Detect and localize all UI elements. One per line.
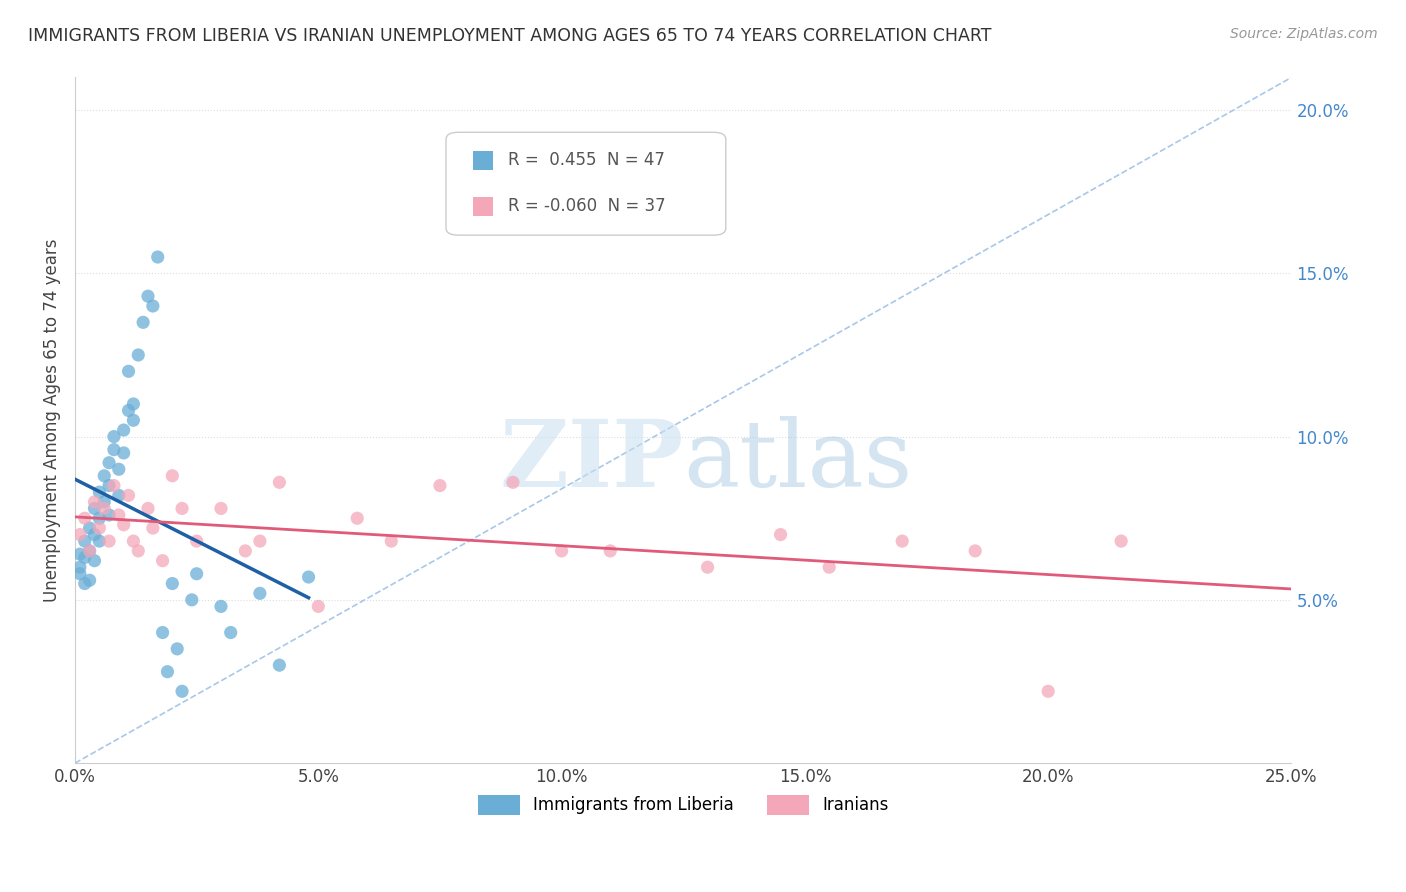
Point [103, 442, 125, 457]
Text: Source: ZipAtlas.com: Source: ZipAtlas.com [1230, 27, 1378, 41]
Point [380, 534, 402, 549]
Point [891, 534, 914, 549]
Point [122, 413, 145, 427]
Point [83, 501, 105, 516]
FancyBboxPatch shape [472, 197, 494, 216]
Point [249, 534, 271, 549]
Point [107, 488, 129, 502]
Point [142, 299, 165, 313]
Text: ZIP: ZIP [499, 417, 683, 507]
Point [79, 574, 101, 588]
Point [146, 250, 169, 264]
Point [112, 446, 135, 460]
Point [93, 495, 115, 509]
Point [79, 544, 101, 558]
Point [162, 576, 184, 591]
Point [818, 560, 841, 574]
Point [112, 517, 135, 532]
Point [79, 544, 101, 558]
Point [965, 544, 987, 558]
Point [73, 550, 96, 565]
Point [69, 566, 91, 581]
Point [186, 534, 208, 549]
Text: atlas: atlas [683, 417, 912, 507]
Point [103, 478, 125, 492]
Point [429, 478, 451, 492]
Point [209, 599, 232, 614]
Point [107, 508, 129, 522]
Point [103, 429, 125, 443]
Point [69, 547, 91, 561]
Point [83, 527, 105, 541]
Point [346, 511, 368, 525]
Point [93, 468, 115, 483]
Point [170, 501, 193, 516]
FancyBboxPatch shape [446, 132, 725, 235]
Point [98, 456, 121, 470]
Point [297, 570, 319, 584]
Text: R = -0.060  N = 37: R = -0.060 N = 37 [508, 197, 665, 215]
Point [502, 475, 524, 490]
Point [307, 599, 329, 614]
Point [269, 475, 291, 490]
Point [73, 511, 96, 525]
FancyBboxPatch shape [472, 151, 494, 170]
Point [132, 315, 155, 329]
Point [249, 586, 271, 600]
Point [696, 560, 718, 574]
Text: IMMIGRANTS FROM LIBERIA VS IRANIAN UNEMPLOYMENT AMONG AGES 65 TO 74 YEARS CORREL: IMMIGRANTS FROM LIBERIA VS IRANIAN UNEMP… [28, 27, 991, 45]
Point [73, 534, 96, 549]
Point [93, 501, 115, 516]
Point [599, 544, 621, 558]
Point [69, 560, 91, 574]
Point [122, 397, 145, 411]
Point [136, 501, 159, 516]
Point [79, 521, 101, 535]
Point [136, 289, 159, 303]
Point [127, 544, 149, 558]
Point [98, 534, 121, 549]
Legend: Immigrants from Liberia, Iranians: Immigrants from Liberia, Iranians [470, 787, 897, 823]
Point [180, 592, 202, 607]
Point [769, 527, 792, 541]
Point [122, 534, 145, 549]
Text: R =  0.455  N = 47: R = 0.455 N = 47 [508, 152, 665, 169]
Point [127, 348, 149, 362]
Point [233, 544, 256, 558]
Point [269, 658, 291, 673]
Point [166, 641, 188, 656]
Point [98, 508, 121, 522]
Point [219, 625, 242, 640]
Point [152, 625, 174, 640]
Point [186, 566, 208, 581]
Point [1109, 534, 1132, 549]
Point [112, 423, 135, 437]
Point [550, 544, 572, 558]
Point [83, 495, 105, 509]
Point [89, 511, 111, 525]
Point [89, 485, 111, 500]
Point [89, 534, 111, 549]
Point [142, 521, 165, 535]
Point [209, 501, 232, 516]
Point [117, 403, 139, 417]
Point [73, 576, 96, 591]
Point [152, 554, 174, 568]
Point [117, 364, 139, 378]
Point [83, 554, 105, 568]
Point [117, 488, 139, 502]
Point [98, 478, 121, 492]
Point [89, 521, 111, 535]
Point [69, 527, 91, 541]
Point [162, 468, 184, 483]
Point [1036, 684, 1059, 698]
Point [170, 684, 193, 698]
Point [107, 462, 129, 476]
Y-axis label: Unemployment Among Ages 65 to 74 years: Unemployment Among Ages 65 to 74 years [44, 238, 60, 602]
Point [156, 665, 179, 679]
